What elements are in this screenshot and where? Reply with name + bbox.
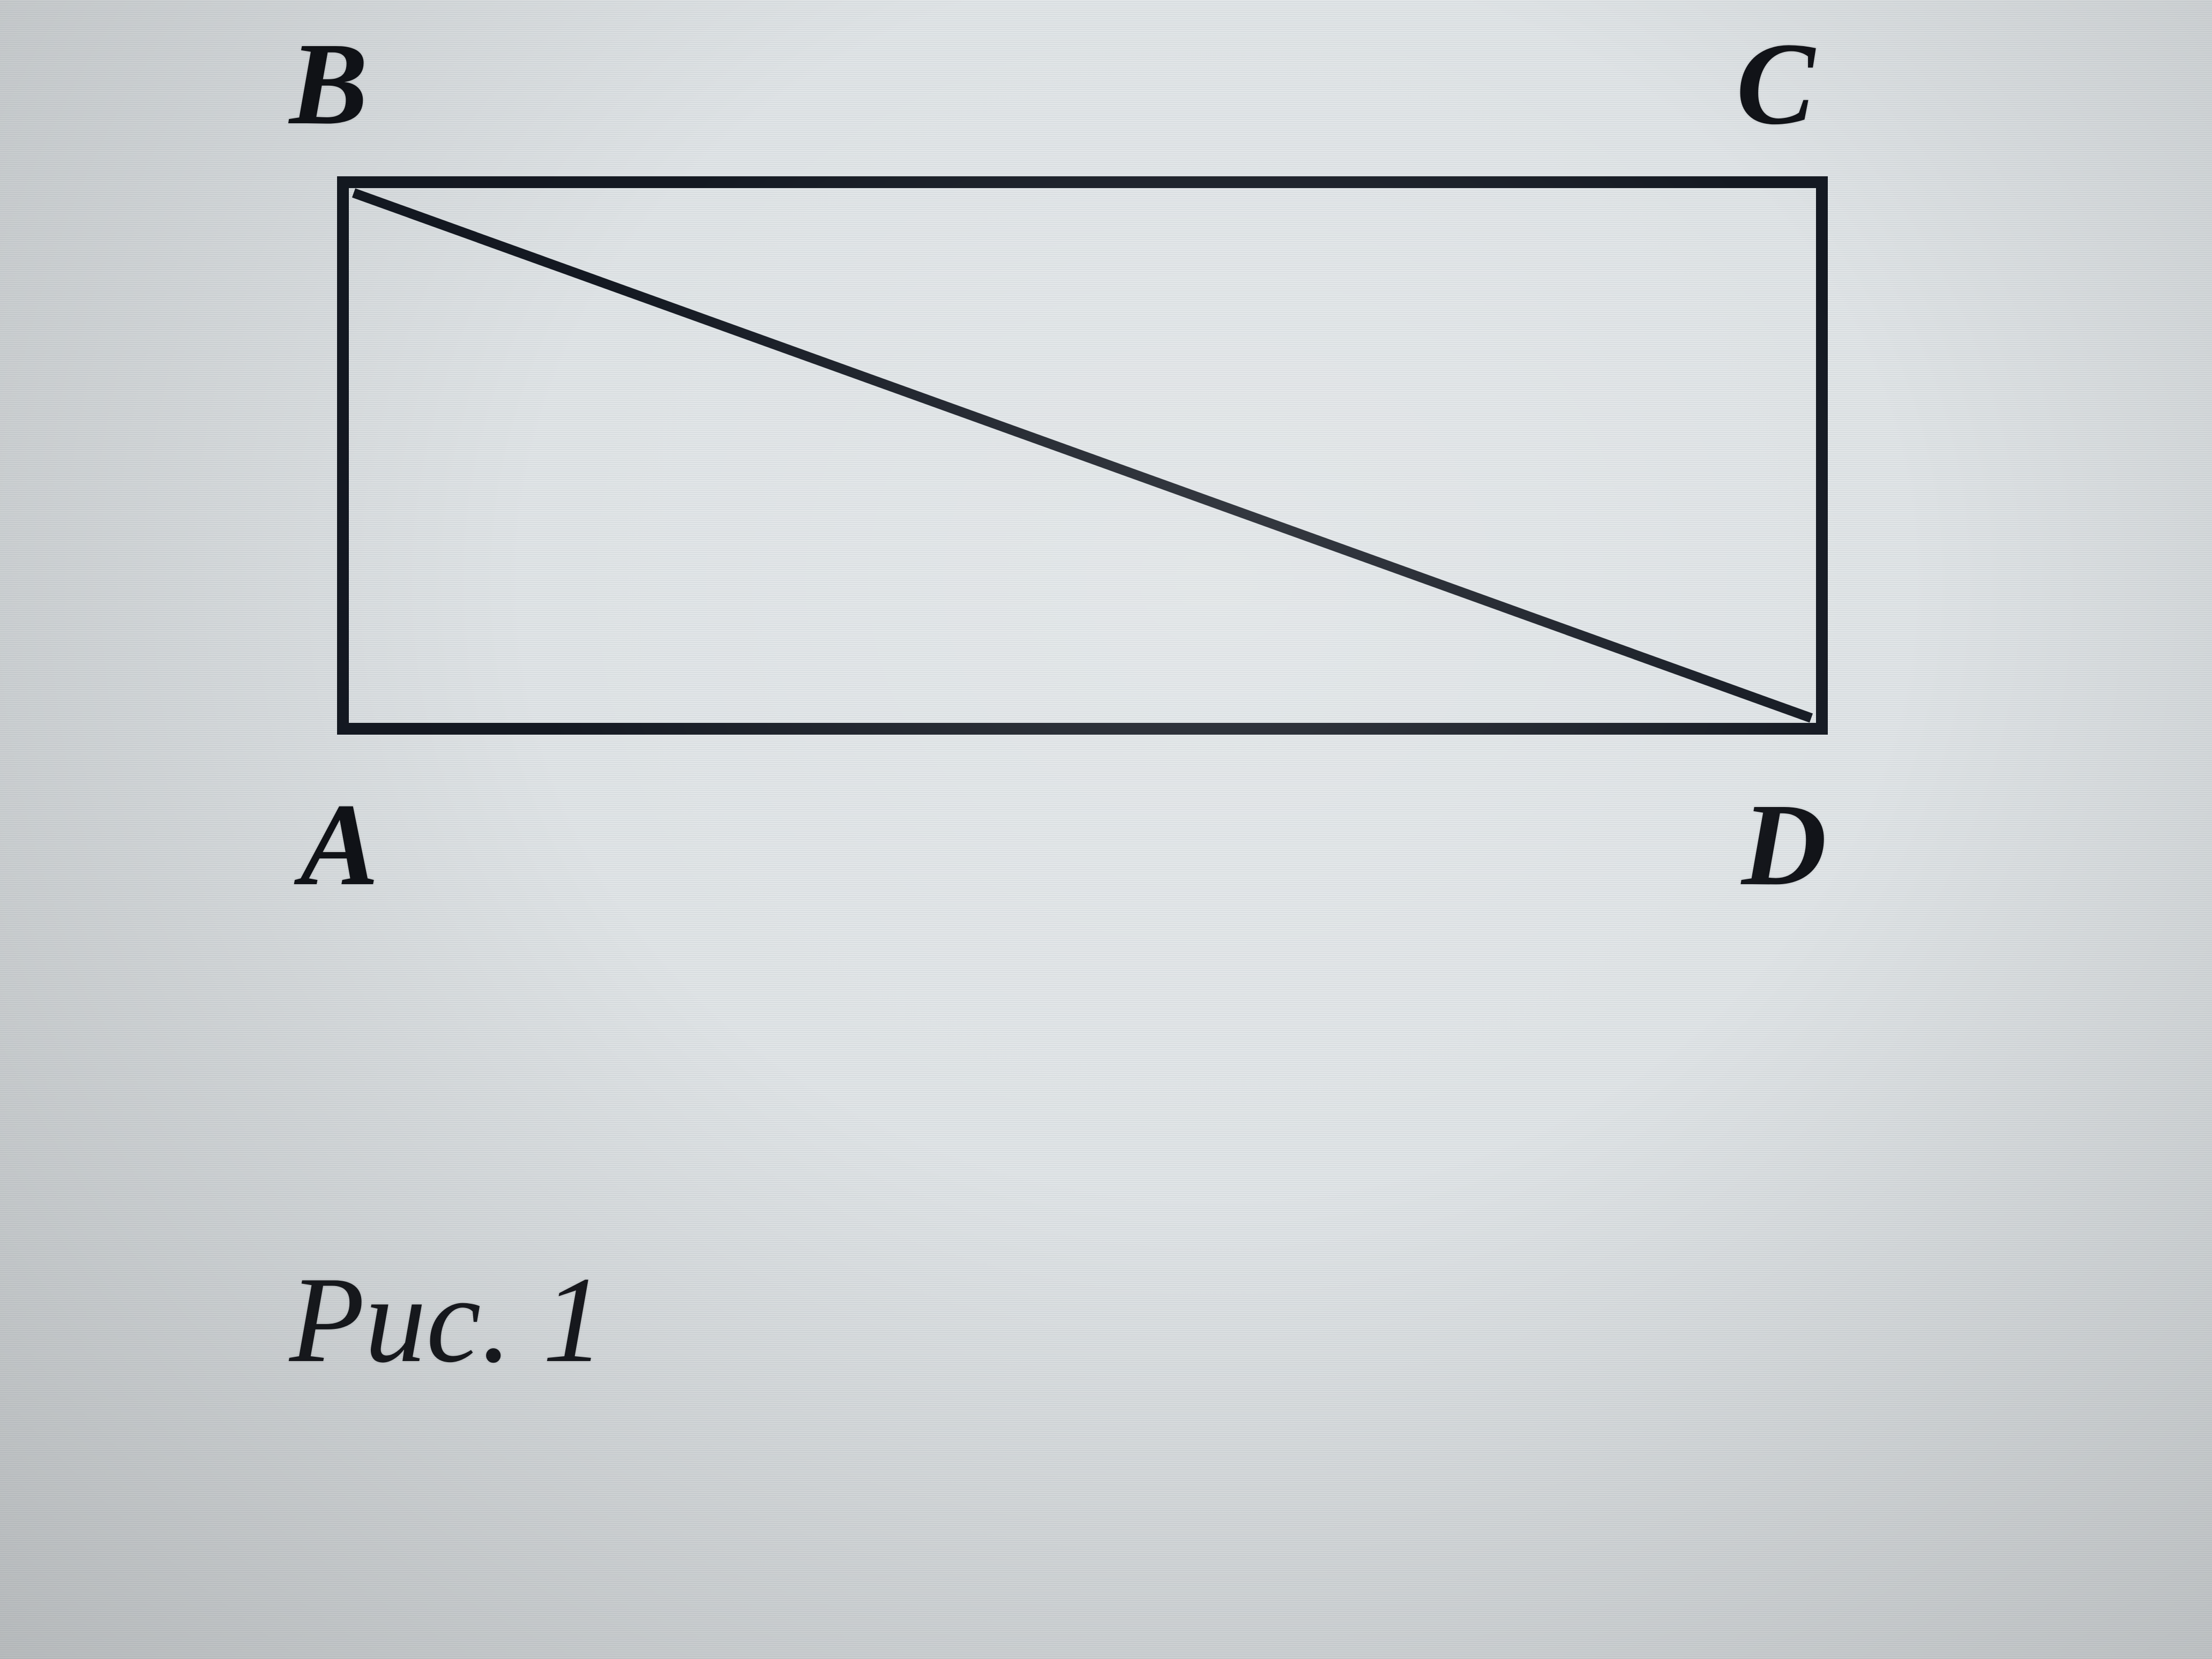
vertex-label-c: C	[1736, 16, 1815, 152]
vertex-label-b: B	[289, 16, 368, 152]
vertex-label-d: D	[1742, 777, 1827, 913]
diagonal-bd	[354, 193, 1811, 718]
figure-caption: Рис. 1	[289, 1249, 604, 1391]
vertex-label-a: A	[300, 777, 379, 913]
geometry-diagram: B C A D Рис. 1	[0, 0, 2212, 1659]
